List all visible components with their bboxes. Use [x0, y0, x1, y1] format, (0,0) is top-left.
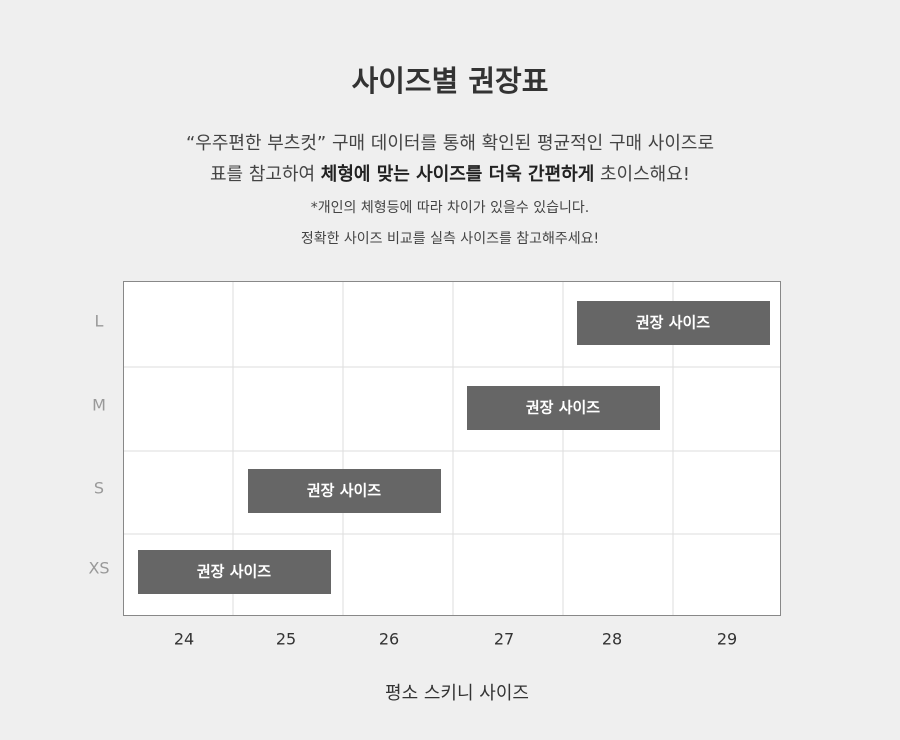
bar-label: 권장 사이즈 — [526, 399, 600, 417]
bar-label: 권장 사이즈 — [307, 482, 381, 500]
intro-line: “우주편한 부츠컷” 구매 데이터를 통해 확인된 평균적인 구매 사이즈로 — [185, 133, 715, 154]
bar-label: 권장 사이즈 — [636, 314, 710, 332]
column-label: 26 — [379, 630, 399, 649]
row-label: XS — [88, 559, 109, 578]
note: *개인의 체형등에 따라 차이가 있을수 있습니다. — [310, 200, 590, 216]
column-label: 24 — [174, 630, 194, 649]
bar-label: 권장 사이즈 — [197, 563, 271, 581]
text: 초이스해요! — [594, 164, 691, 185]
x-axis-label: 평소 스키니 사이즈 — [385, 683, 529, 704]
recommend-bar — [577, 301, 770, 345]
column-label: 27 — [494, 630, 514, 649]
row-label: S — [94, 479, 104, 498]
text: 표를 참고하여 — [209, 164, 321, 185]
column-label: 25 — [276, 630, 296, 649]
recommend-bar — [467, 386, 660, 430]
recommend-bar — [248, 469, 441, 513]
note: 정확한 사이즈 비교를 실측 사이즈를 참고해주세요! — [300, 231, 600, 247]
row-label: L — [95, 312, 104, 331]
column-label: 29 — [717, 630, 737, 649]
column-label: 28 — [602, 630, 622, 649]
intro-line: 표를 참고하여 체형에 맞는 사이즈를 더욱 간편하게 초이스해요! — [0, 160, 900, 186]
row-label: M — [92, 396, 106, 415]
title: 사이즈별 권장표 — [351, 64, 549, 98]
bold-text: 체형에 맞는 사이즈를 더욱 간편하게 — [320, 164, 595, 185]
bars — [138, 301, 770, 594]
recommend-bar — [138, 550, 331, 594]
